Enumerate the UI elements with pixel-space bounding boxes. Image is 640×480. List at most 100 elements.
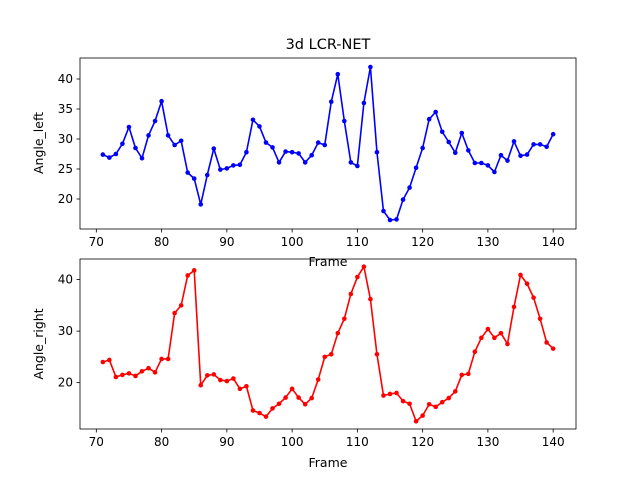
bottom-plot-area: 70 80 90 100 110 120 130 140 20 30 40 <box>58 258 577 449</box>
bottom-data-point <box>381 393 386 398</box>
top-y-axis-label: Angle_left <box>31 112 46 174</box>
top-data-point <box>322 142 328 148</box>
bottom-data-point <box>531 295 536 300</box>
bottom-y-tick-label: 20 <box>58 376 73 390</box>
bottom-chart: 70 80 90 100 110 120 130 140 20 30 40 Frame Angle_… <box>31 258 577 470</box>
top-chart: 3d LCR-NET 70 80 90 100 110 120 130 140 20 25 30 35… <box>31 37 577 269</box>
top-data-point <box>524 152 530 157</box>
top-data-point <box>152 118 158 124</box>
bottom-data-point <box>505 341 510 347</box>
bottom-data-point <box>296 395 301 400</box>
top-data-point <box>231 163 236 168</box>
bottom-data-point <box>185 273 190 278</box>
top-data-point <box>361 100 367 106</box>
top-y-tick-label: 40 <box>58 72 73 86</box>
top-data-point <box>459 130 465 136</box>
bottom-data-point <box>263 414 269 419</box>
top-y-tick-label: 35 <box>58 102 73 116</box>
bottom-data-point <box>472 349 478 355</box>
top-data-point <box>309 152 314 158</box>
bottom-data-point <box>413 418 419 424</box>
bottom-data-point <box>315 377 321 382</box>
top-data-point <box>276 160 282 165</box>
top-data-point <box>400 197 406 202</box>
top-data-point <box>283 149 288 154</box>
top-data-point <box>165 133 171 138</box>
top-data-point <box>420 145 425 151</box>
top-data-point <box>407 185 412 190</box>
top-data-point <box>139 155 145 161</box>
bottom-data-point <box>289 386 295 392</box>
chart-title: 3d LCR-NET <box>286 37 371 53</box>
top-x-axis-label: Frame <box>309 254 348 269</box>
top-data-point <box>113 151 119 157</box>
bottom-x-tick-label: 120 <box>411 435 434 449</box>
top-y-tick-label: 20 <box>58 192 73 206</box>
top-data-point <box>439 129 445 135</box>
bottom-data-point <box>348 291 354 297</box>
top-x-tick-label: 100 <box>281 235 304 249</box>
top-data-point <box>159 98 164 104</box>
bottom-data-point <box>250 408 256 413</box>
bottom-data-point <box>537 316 543 322</box>
top-data-point <box>172 142 177 148</box>
top-data-point <box>511 139 517 144</box>
bottom-x-tick-label: 140 <box>542 435 565 449</box>
bottom-data-point <box>485 326 491 332</box>
top-x-tick-label: 80 <box>154 235 169 249</box>
top-data-point <box>107 155 112 160</box>
bottom-data-point <box>276 401 282 407</box>
top-data-point <box>289 149 295 155</box>
top-data-point <box>178 138 184 144</box>
bottom-data-point <box>204 373 210 378</box>
top-data-point <box>335 71 341 77</box>
top-x-tick-label: 90 <box>219 235 234 249</box>
top-data-point <box>146 133 151 138</box>
top-data-point <box>185 170 190 175</box>
top-data-point <box>485 163 491 168</box>
bottom-series-line <box>102 265 554 423</box>
top-data-point <box>244 149 249 155</box>
bottom-data-point <box>120 372 125 378</box>
bottom-data-point <box>257 410 262 416</box>
bottom-data-point <box>100 359 106 365</box>
top-data-point <box>355 163 360 169</box>
bottom-data-point <box>146 365 151 371</box>
bottom-data-point <box>492 335 497 341</box>
bottom-data-point <box>452 389 458 394</box>
top-data-point <box>492 169 497 175</box>
top-data-point <box>433 109 438 115</box>
top-data-point <box>250 117 256 123</box>
top-data-point <box>381 208 386 214</box>
top-data-point <box>479 160 484 166</box>
bottom-data-point <box>459 372 465 378</box>
bottom-data-point <box>394 390 399 396</box>
bottom-data-point <box>126 371 132 376</box>
bottom-data-point <box>426 401 432 407</box>
bottom-data-point <box>133 373 138 379</box>
bottom-data-point <box>420 413 425 418</box>
bottom-axes-frame <box>79 258 577 430</box>
bottom-data-point <box>544 340 549 345</box>
top-data-point <box>237 162 243 168</box>
top-data-point <box>374 149 380 155</box>
top-data-point <box>296 151 301 156</box>
bottom-data-point <box>302 401 308 407</box>
top-data-point <box>387 217 393 223</box>
bottom-data-point <box>165 356 171 362</box>
top-data-point <box>368 64 373 70</box>
bottom-data-point <box>550 346 556 351</box>
top-data-point <box>218 167 223 172</box>
bottom-y-tick-label: 30 <box>58 324 73 338</box>
top-data-point <box>211 146 217 151</box>
top-data-point <box>302 160 308 165</box>
bottom-y-axis-label: Angle_right <box>31 308 46 379</box>
top-data-point <box>204 172 210 178</box>
top-data-point <box>472 160 478 166</box>
top-data-point <box>466 148 471 153</box>
bottom-data-point <box>191 268 197 273</box>
top-data-point <box>263 140 269 145</box>
bottom-data-point <box>283 395 288 400</box>
top-data-point <box>544 144 549 150</box>
